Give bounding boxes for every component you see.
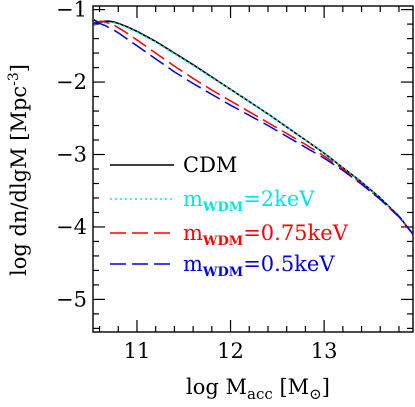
legend-label: CDM	[183, 153, 237, 177]
x-axis-label: log Macc [M⊙]	[186, 375, 330, 403]
series-line-3	[93, 21, 414, 235]
plot-frame	[92, 5, 414, 333]
legend-label: mWDM=0.5keV	[183, 252, 335, 280]
legend-label: mWDM=2keV	[183, 187, 315, 215]
x-tick-label: 12	[217, 339, 244, 363]
y-tick-label: −3	[56, 143, 87, 167]
legend: CDM mWDM=2keV mWDM=0.75keV mWDM=0.5keV	[110, 153, 349, 280]
x-tick-label: 13	[311, 339, 338, 363]
series-line-1	[93, 21, 414, 235]
legend-label: mWDM=0.75keV	[183, 221, 349, 249]
x-tick-label: 11	[124, 339, 151, 363]
tick-labels: 11 12 13 −1 −2 −3 −4 −5	[56, 0, 337, 363]
y-tick-label: −1	[56, 0, 87, 22]
y-tick-label: −4	[56, 215, 87, 239]
axis-ticks	[93, 6, 413, 332]
y-tick-label: −2	[56, 70, 87, 94]
y-axis-label: log dn/dlgM [Mpc-3]	[6, 64, 31, 276]
y-tick-label: −5	[56, 287, 87, 311]
series-lines	[93, 19, 414, 235]
series-line-2	[93, 20, 414, 235]
